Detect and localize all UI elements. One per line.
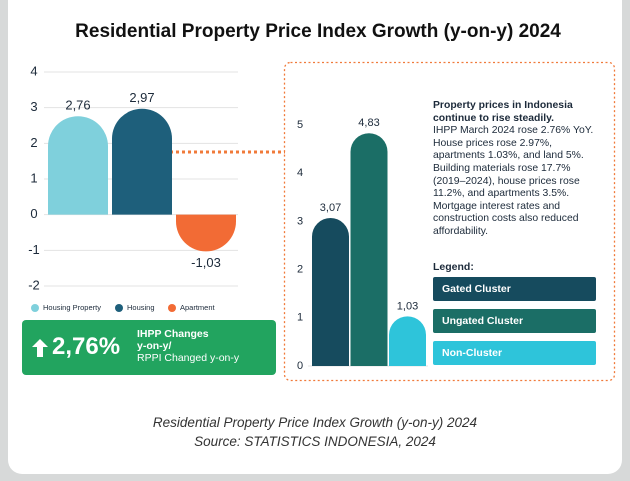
legend-title: Legend: — [433, 261, 474, 273]
bar — [312, 218, 349, 366]
y-tick-label: 3 — [297, 215, 303, 227]
y-tick-label: 3 — [30, 99, 37, 114]
y-tick-label: 4 — [297, 167, 303, 179]
value-label: -1,03 — [191, 255, 221, 270]
legend-label: Apartment — [180, 303, 216, 312]
page-title: Residential Property Price Index Growth … — [75, 21, 561, 42]
legend-label: Non-Cluster — [442, 347, 502, 359]
bar — [112, 109, 172, 215]
y-tick-label: 2 — [30, 135, 37, 150]
bar — [389, 316, 426, 366]
page: Residential Property Price Index Growth … — [0, 0, 630, 481]
y-tick-label: 5 — [297, 119, 303, 131]
kpi-value: 2,76% — [52, 333, 120, 361]
value-label: 2,76 — [65, 98, 90, 113]
source: Source: STATISTICS INDONESIA, 2024 — [0, 434, 630, 449]
bar — [176, 215, 236, 252]
y-tick-label: -1 — [28, 242, 40, 257]
y-tick-label: -2 — [28, 277, 40, 292]
kpi-subtitle: RPPI Changed y-on-y — [137, 352, 239, 364]
legend-label: Gated Cluster — [442, 283, 511, 295]
y-tick-label: 0 — [297, 360, 303, 372]
value-label: 4,83 — [358, 117, 379, 129]
caption: Residential Property Price Index Growth … — [0, 415, 630, 430]
bar — [351, 133, 388, 366]
y-tick-label: 1 — [30, 170, 37, 185]
bar — [48, 116, 108, 214]
legend-swatch — [115, 304, 123, 312]
legend-swatch — [168, 304, 176, 312]
annotation: Property prices in Indonesia continue to… — [433, 100, 603, 239]
chart-canvas: Residential Property Price Index Growth … — [0, 0, 630, 481]
kpi-box: 2,76% IHPP Changes y-on-y/ RPPI Changed … — [22, 320, 276, 375]
annotation-body: IHPP March 2024 rose 2.76% YoY. House pr… — [433, 125, 593, 237]
y-tick-label: 4 — [30, 63, 37, 78]
annotation-heading: Property prices in Indonesia continue to… — [433, 100, 603, 125]
value-label: 2,97 — [129, 90, 154, 105]
legend-label: Housing — [127, 303, 155, 312]
y-tick-label: 2 — [297, 264, 303, 276]
kpi-arrow — [32, 339, 48, 357]
legend-label: Housing Property — [43, 303, 101, 312]
y-tick-label: 1 — [297, 312, 303, 324]
value-label: 1,03 — [397, 300, 418, 312]
y-tick-label: 0 — [30, 206, 37, 221]
legend-label: Ungated Cluster — [442, 315, 523, 327]
value-label: 3,07 — [320, 202, 341, 214]
legend-swatch — [31, 304, 39, 312]
kpi-title: IHPP Changes y-on-y/ — [137, 328, 272, 352]
